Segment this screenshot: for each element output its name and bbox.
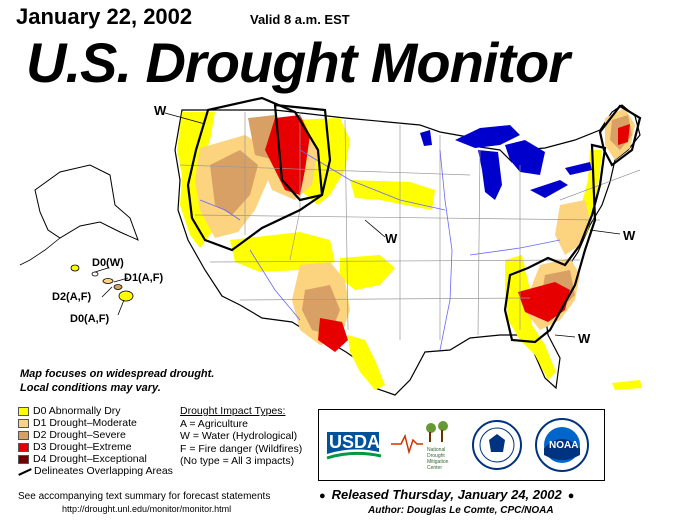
- usda-logo-text: USDA: [329, 432, 380, 452]
- legend-item-d3: D3 Drought–Extreme: [18, 441, 173, 453]
- legend-label-d1: D1 Drought–Moderate: [33, 417, 137, 429]
- impact-w: W = Water (Hydrological): [180, 430, 298, 442]
- ndmc-line-1: National: [427, 447, 445, 453]
- rivers: [199, 149, 561, 351]
- alaska: [34, 164, 139, 241]
- legend-item-overlap: Delineates Overlapping Areas: [18, 465, 173, 477]
- w-label-northwest: W: [154, 103, 167, 118]
- impact-types-header: Drought Impact Types:: [180, 405, 286, 417]
- legend-label-d3: D3 Drought–Extreme: [33, 441, 132, 453]
- bullet-icon: ●: [319, 490, 326, 502]
- agency-logos: USDA National Drought Mitigation Center …: [318, 409, 605, 481]
- w-label-east: W: [623, 228, 636, 243]
- impact-none: (No type = All 3 impacts): [180, 455, 295, 467]
- legend-item-d2: D2 Drought–Severe: [18, 429, 173, 441]
- legend-label-d0: D0 Abnormally Dry: [33, 405, 121, 417]
- impact-a: A = Agriculture: [180, 417, 248, 430]
- legend-swatch-d1: [18, 418, 29, 428]
- legend: D0 Abnormally Dry D1 Drought–Moderate D2…: [18, 405, 173, 477]
- legend-item-d1: D1 Drought–Moderate: [18, 417, 173, 429]
- w-leader-lines: [164, 112, 621, 338]
- footnote: See accompanying text summary for foreca…: [18, 491, 270, 515]
- commerce-seal-logo: [472, 420, 522, 470]
- hawaii-label-d2af: D2(A,F): [52, 291, 91, 303]
- author: Author: Douglas Le Comte, CPC/NOAA: [368, 505, 554, 516]
- release-date: ● Released Thursday, January 24, 2002 ●: [313, 487, 580, 502]
- w-label-southeast: W: [578, 331, 591, 346]
- ndmc-line-3: Mitigation: [427, 459, 449, 465]
- map-note: Map focuses on widespread drought. Local…: [20, 367, 214, 395]
- legend-swatch-d2: [18, 430, 29, 440]
- impact-f: F = Fire danger (Wildfires): [180, 442, 303, 455]
- page-title: U.S. Drought Monitor: [26, 31, 570, 94]
- noaa-logo-text: NOAA: [549, 440, 578, 451]
- legend-item-d4: D4 Drought–Exceptional: [18, 453, 173, 465]
- legend-swatch-d4: [18, 454, 29, 464]
- note-line-2: Local conditions may vary.: [20, 382, 161, 394]
- noaa-logo: NOAA: [535, 418, 589, 472]
- ndmc-line-4: Center: [427, 465, 442, 471]
- alaska-peninsula: [19, 237, 61, 266]
- great-lakes: [420, 125, 592, 200]
- legend-label-overlap: Delineates Overlapping Areas: [34, 465, 173, 477]
- hawaii-label-d1af: D1(A,F): [124, 272, 163, 284]
- valid-time: Valid 8 a.m. EST: [250, 12, 350, 27]
- legend-label-d2: D2 Drought–Severe: [33, 429, 126, 441]
- hawaii-leader-lines: [94, 267, 129, 316]
- usda-logo: USDA: [326, 432, 382, 460]
- release-text: Released Thursday, January 24, 2002: [331, 487, 562, 502]
- hawaii-label-d0af: D0(A,F): [70, 313, 109, 325]
- map-date: January 22, 2002: [16, 4, 193, 29]
- bullet-icon: ●: [567, 490, 575, 502]
- delineation-line-icon: [18, 467, 32, 476]
- hawaii-islands: [70, 264, 134, 302]
- legend-label-d4: D4 Drought–Exceptional: [33, 453, 147, 465]
- overlap-delineation-lines: [186, 96, 642, 344]
- summary-note: See accompanying text summary for foreca…: [18, 491, 271, 502]
- impact-types: Drought Impact Types: A = Agriculture W …: [180, 405, 302, 468]
- monitor-url[interactable]: http://drought.unl.edu/monitor/monitor.h…: [62, 504, 232, 514]
- ndmc-line-2: Drought: [427, 453, 445, 459]
- ndmc-logo: National Drought Mitigation Center: [391, 421, 449, 471]
- hawaii-label-d0w: D0(W): [92, 257, 124, 269]
- legend-swatch-d0: [18, 406, 29, 416]
- note-line-1: Map focuses on widespread drought.: [20, 368, 215, 380]
- legend-swatch-d3: [18, 442, 29, 452]
- d3-drought-extreme-areas: [265, 115, 630, 352]
- legend-item-d0: D0 Abnormally Dry: [18, 405, 173, 417]
- w-label-central: W: [385, 231, 398, 246]
